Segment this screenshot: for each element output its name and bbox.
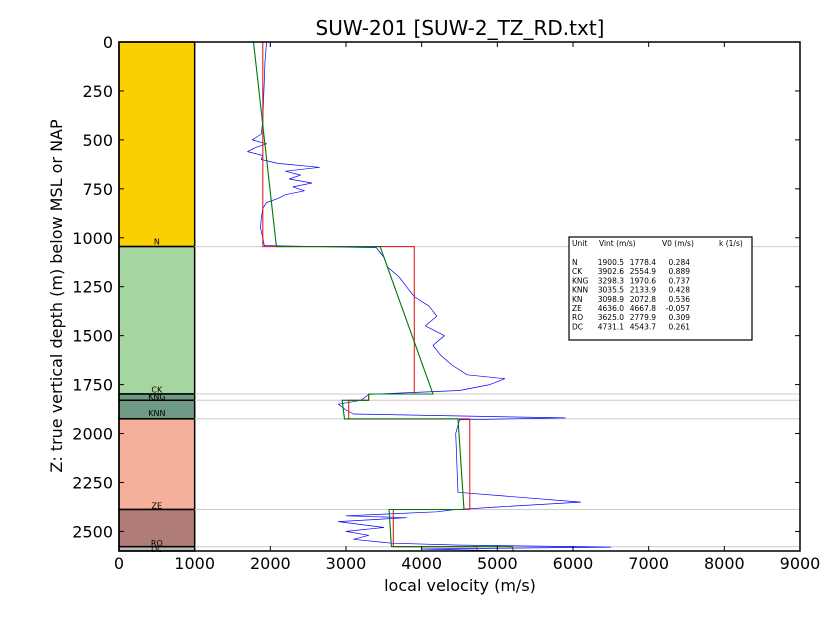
unit-label-dc: DC	[151, 545, 163, 554]
y-axis-label: Z: true vertical depth (m) below MSL or …	[47, 119, 66, 473]
x-tick-label: 7000	[628, 554, 669, 573]
unit-label-n: N	[154, 238, 160, 247]
x-tick-label: 5000	[477, 554, 518, 573]
velocity-series	[247, 42, 612, 551]
legend-cell: 1970.6	[630, 276, 656, 285]
y-tick-label: 2000	[72, 425, 113, 444]
x-tick-label: 8000	[704, 554, 745, 573]
legend-table: Unit Vint (m/s) V0 (m/s) k (1/s) N 1900.5 1778…	[568, 236, 753, 341]
y-tick-label: 1000	[72, 229, 113, 248]
legend-header-cell: V0 (m/s)	[662, 239, 694, 248]
x-tick-label: 4000	[401, 554, 442, 573]
legend-cell: 0.889	[669, 267, 691, 276]
legend-cell: CK	[572, 267, 583, 276]
legend-cell: 2554.9	[630, 267, 656, 276]
y-tick-label: 750	[82, 180, 113, 199]
legend-cell: KNG	[572, 276, 589, 285]
legend-cell: KNN	[572, 286, 588, 295]
x-tick-label: 2000	[250, 554, 291, 573]
unit-label-ze: ZE	[152, 501, 163, 510]
unit-block-n	[118, 41, 196, 248]
legend-cell: 4667.8	[630, 304, 656, 313]
x-axis-label: local velocity (m/s)	[384, 576, 536, 595]
x-tick-label: 3000	[326, 554, 367, 573]
series-line-linear-fit	[252, 42, 514, 551]
legend-cell: 4543.7	[630, 322, 656, 331]
legend-cell: 2072.8	[630, 295, 656, 304]
y-tick-label: 500	[82, 131, 113, 150]
unit-label-ck: CK	[151, 385, 163, 394]
legend-cell: ZE	[572, 304, 582, 313]
y-tick-label: 2250	[72, 473, 113, 492]
legend-cell: 4731.1	[598, 322, 624, 331]
legend-cell: 2133.9	[630, 286, 656, 295]
legend-cell: 4636.0	[598, 304, 624, 313]
legend-cell: 0.536	[669, 295, 691, 304]
legend-cell: 0.309	[669, 313, 691, 322]
legend-header-cell: Vint (m/s)	[599, 239, 636, 248]
legend-cell: 3902.6	[598, 267, 624, 276]
series-line-interval	[262, 42, 478, 551]
unit-label-ro: RO	[151, 539, 163, 548]
legend-cell: 0.428	[669, 286, 691, 295]
legend-cell: 0.737	[669, 276, 691, 285]
y-tick-label: 1750	[72, 376, 113, 395]
x-tick-label: 9000	[780, 554, 821, 573]
legend-header-cell: k (1/s)	[719, 239, 743, 248]
legend-cell: N	[572, 258, 578, 267]
plot-frame	[118, 41, 801, 552]
legend-cell: 3098.9	[598, 295, 624, 304]
legend-cell: 1778.4	[630, 258, 656, 267]
x-tick-label: 0	[114, 554, 124, 573]
y-tick-label: 250	[82, 82, 113, 101]
y-tick-label: 1500	[72, 327, 113, 346]
legend-box	[568, 236, 753, 341]
series-group	[247, 42, 612, 551]
legend-cell: 0.284	[669, 258, 691, 267]
legend-cell: 3298.3	[598, 276, 624, 285]
legend-cell: DC	[572, 322, 583, 331]
y-tick-label: 1250	[72, 278, 113, 297]
legend-cell: 3625.0	[598, 313, 624, 322]
legend-cell: 1900.5	[598, 258, 624, 267]
legend-cell: 0.261	[669, 322, 691, 331]
legend-cell: RO	[572, 313, 583, 322]
y-tick-label: 2500	[72, 522, 113, 541]
legend-header-cell: Unit	[572, 239, 587, 248]
legend-cell: 3035.5	[598, 286, 624, 295]
unit-block-ze	[118, 418, 196, 511]
series-line-measured	[247, 42, 612, 551]
legend-cell: KN	[572, 295, 583, 304]
y-tick-label: 0	[103, 33, 113, 52]
unit-label-knn: KNN	[148, 409, 165, 418]
chart-title: SUW-201 [SUW-2_TZ_RD.txt]	[316, 16, 605, 40]
axis-ticks: 0 1000 2000 3000 4000 5000 6000 7000 8000 9000025…	[72, 33, 820, 573]
unit-label-kng: KNG	[148, 393, 165, 402]
legend-cell: -0.057	[666, 304, 690, 313]
x-tick-label: 1000	[174, 554, 215, 573]
legend-cell: 2779.9	[630, 313, 656, 322]
unit-block-ck	[118, 245, 196, 395]
x-tick-label: 6000	[553, 554, 594, 573]
